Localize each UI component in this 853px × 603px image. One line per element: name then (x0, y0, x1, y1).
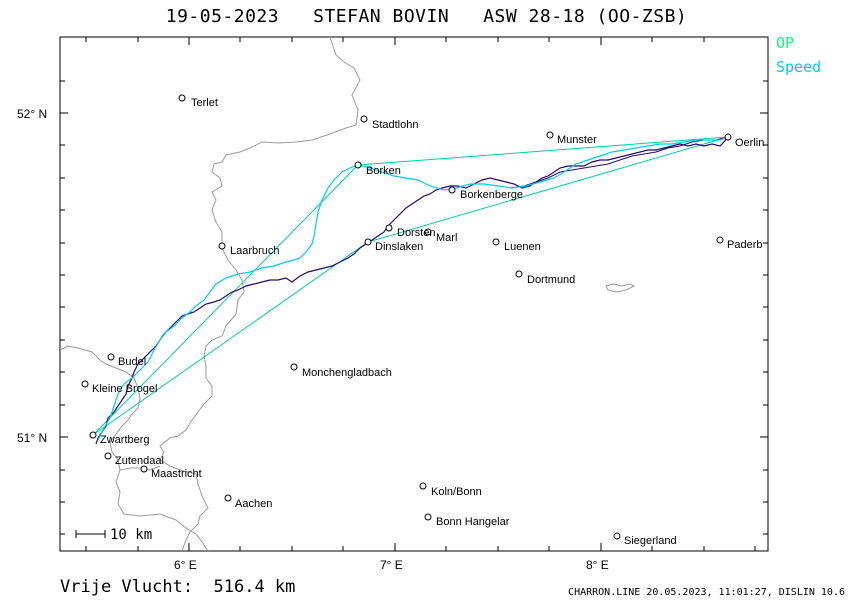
city-label-kleine-brogel: Kleine Brogel (92, 383, 157, 395)
city-label-maastricht: Maastricht (151, 468, 202, 480)
scale-label: 10 km (110, 527, 152, 543)
city-label-dorsten: Dorsten (397, 227, 436, 239)
city-marker-borken (354, 161, 362, 169)
free-flight-distance: Vrije Vlucht: 516.4 km (60, 577, 296, 597)
flight-date: 19-05-2023 (165, 6, 280, 27)
pilot-name: STEFAN BOVIN (313, 6, 450, 27)
city-marker-munster (546, 131, 554, 139)
lat-label-52: 52° N (17, 107, 47, 121)
lon-label-6: 6° E (174, 558, 197, 572)
city-marker-dinslaken (364, 238, 372, 246)
city-label-zwartberg: Zwartberg (100, 434, 150, 446)
city-marker-siegerland (613, 532, 621, 540)
city-label-dortmund: Dortmund (527, 274, 575, 286)
city-label-luenen: Luenen (504, 241, 541, 253)
city-label-budel: Budel (118, 356, 146, 368)
city-label-munster: Munster (557, 134, 597, 146)
lat-label-51: 51° N (17, 431, 47, 445)
axis-ticks (60, 37, 768, 551)
map-title: 19-05-2023 STEFAN BOVIN ASW 28-18 (OO-ZS… (0, 6, 853, 27)
city-marker-koln-bonn (419, 482, 427, 490)
city-marker-budel (107, 353, 115, 361)
city-label-terlet: Terlet (191, 97, 218, 109)
speed-track (97, 136, 729, 441)
city-label-marl: Marl (436, 232, 457, 244)
city-label-monchengladbach: Monchengladbach (302, 367, 392, 379)
city-marker-bonn-hangelar (424, 513, 432, 521)
map-frame (59, 36, 769, 552)
city-marker-oerlin (724, 133, 732, 141)
city-marker-dortmund (515, 270, 523, 278)
city-marker-paderb (716, 236, 724, 244)
city-marker-maastricht (140, 465, 148, 473)
city-marker-monchengladbach (290, 363, 298, 371)
city-label-stadtlohn: Stadtlohn (372, 119, 418, 131)
city-marker-luenen (492, 238, 500, 246)
flight-track (95, 136, 729, 445)
flight-track-outbound (509, 136, 729, 189)
lon-label-7: 7° E (380, 558, 403, 572)
lon-label-8: 8° E (586, 558, 609, 572)
city-marker-laarbruch (218, 242, 226, 250)
city-label-bonn-hangelar: Bonn Hangelar (436, 516, 510, 528)
country-borders (59, 36, 361, 552)
city-label-koln-bonn: Koln/Bonn (431, 486, 482, 498)
city-marker-aachen (224, 494, 232, 502)
op-task-lines (92, 136, 729, 436)
render-meta: CHARRON.LINE 20.05.2023, 11:01:27, DISLI… (568, 587, 845, 598)
lake-outline (605, 283, 636, 293)
city-label-zutendaal: Zutendaal (115, 455, 164, 467)
city-label-siegerland: Siegerland (624, 535, 677, 547)
city-label-laarbruch: Laarbruch (230, 245, 280, 257)
city-marker-stadtlohn (360, 115, 368, 123)
city-marker-dorsten (385, 224, 393, 232)
city-marker-marl (424, 228, 432, 236)
city-label-dinslaken: Dinslaken (375, 241, 423, 253)
city-marker-terlet (178, 94, 186, 102)
city-label-paderb: Paderb (727, 239, 762, 251)
legend-op: OP (776, 34, 795, 52)
city-label-oerlin: Oerlin (735, 137, 764, 149)
city-label-borken: Borken (366, 165, 401, 177)
city-marker-kleine-brogel (81, 380, 89, 388)
city-markers (81, 94, 732, 540)
city-label-borkenberge: Borkenberge (460, 189, 523, 201)
city-label-aachen: Aachen (235, 498, 272, 510)
city-marker-zwartberg (89, 431, 97, 439)
scale-bar (75, 530, 106, 538)
legend-speed: Speed (776, 58, 822, 76)
city-marker-zutendaal (104, 452, 112, 460)
city-marker-borkenberge (448, 186, 456, 194)
glider-name: ASW 28-18 (OO-ZSB) (483, 6, 688, 27)
